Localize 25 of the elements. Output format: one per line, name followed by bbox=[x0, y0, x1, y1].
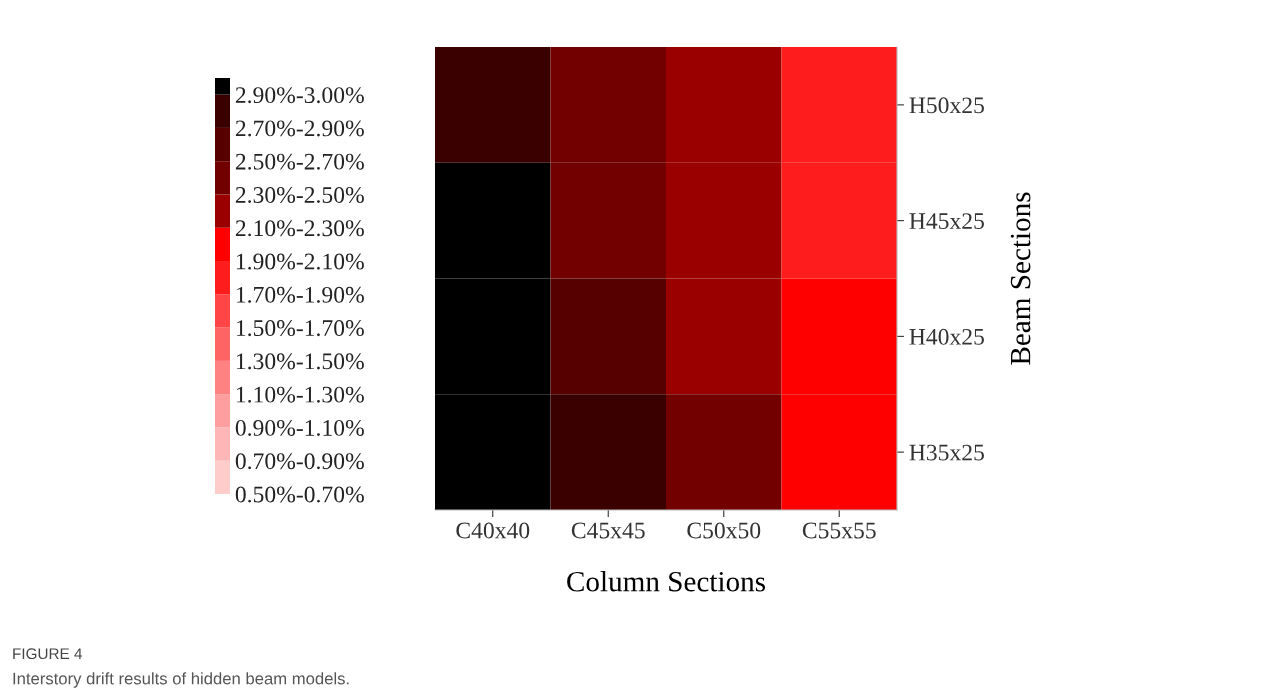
x-tick-label: C40x40 bbox=[456, 522, 530, 539]
color-bar-label: 2.70%-2.90% bbox=[235, 120, 364, 137]
y-tick-label: H35x25 bbox=[909, 444, 984, 461]
color-bar-label: 2.50%-2.70% bbox=[235, 153, 364, 170]
y-tick-label: H45x25 bbox=[909, 213, 984, 230]
color-bar-label: 2.30%-2.50% bbox=[235, 186, 364, 204]
x-tick-label: C55x55 bbox=[802, 522, 876, 539]
y-tick-label: H50x25 bbox=[909, 97, 984, 114]
color-bar-label: 1.70%-1.90% bbox=[236, 286, 364, 303]
color-bar-label: 2.10%-2.30% bbox=[235, 220, 364, 237]
y-axis-title: Beam Sections bbox=[1010, 192, 1031, 365]
color-bar-label: 1.50%-1.70% bbox=[236, 320, 364, 337]
x-axis-title: Column Sections bbox=[567, 571, 765, 592]
color-bar-label: 2.90%-3.00% bbox=[235, 87, 364, 104]
color-bar-label: 1.30%-1.50% bbox=[236, 353, 364, 370]
text: Interstory drift results of hidden beam models. bbox=[13, 672, 349, 688]
y-tick-label: H40x25 bbox=[909, 328, 984, 345]
caption: FIGURE 4 bbox=[13, 648, 83, 660]
color-bar-label: 0.90%-1.10% bbox=[235, 419, 364, 436]
color-bar-label: 1.90%-2.10% bbox=[236, 253, 364, 270]
x-tick-label: C45x45 bbox=[571, 522, 645, 539]
color-bar-label: 0.50%-0.70% bbox=[235, 486, 364, 503]
color-bar-label: 1.10%-1.30% bbox=[236, 386, 364, 403]
color-bar-label: 0.70%-0.90% bbox=[235, 453, 364, 470]
x-tick-label: C50x50 bbox=[687, 522, 761, 539]
